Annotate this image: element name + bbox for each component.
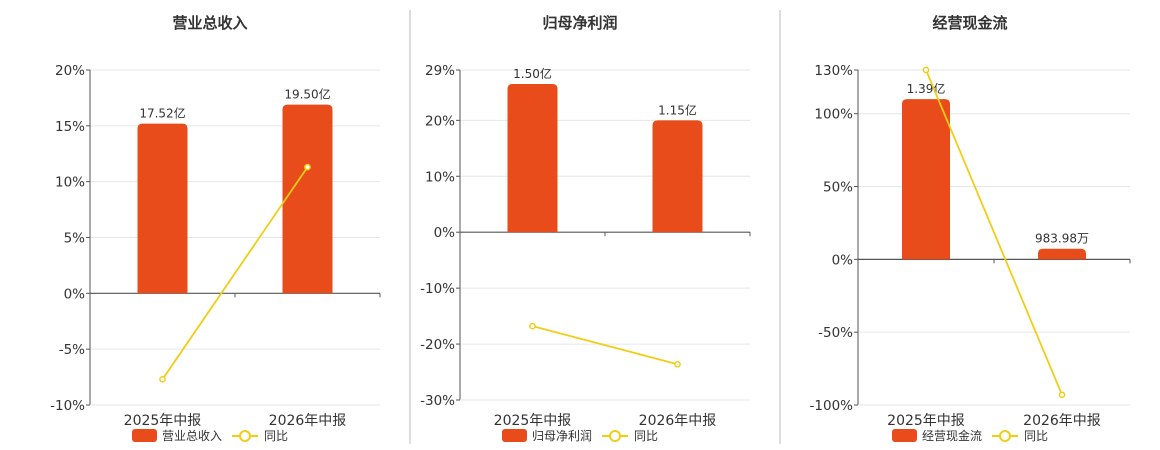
x-category-label: 2026年中报 bbox=[1023, 413, 1101, 429]
legend-bar-swatch bbox=[502, 429, 527, 442]
bar-data-label: 983.98万 bbox=[1035, 232, 1089, 246]
yoy-point bbox=[529, 322, 536, 330]
yoy-point bbox=[304, 163, 311, 171]
y-tick-label: 5% bbox=[64, 231, 86, 247]
y-tick-label: -5% bbox=[59, 342, 85, 358]
bar-data-label: 1.39亿 bbox=[907, 81, 946, 96]
legend-item: 归母净利润 bbox=[532, 429, 592, 443]
bar bbox=[507, 83, 558, 233]
y-tick-label: 10% bbox=[425, 169, 455, 185]
yoy-point bbox=[1058, 391, 1066, 399]
x-category-label: 2025年中报 bbox=[887, 413, 965, 429]
legend-item: 经营现金流 bbox=[922, 428, 982, 443]
y-tick-label: 29% bbox=[425, 63, 455, 79]
yoy-line bbox=[532, 325, 678, 366]
x-category-label: 2025年中报 bbox=[124, 413, 202, 429]
y-tick-label: 0% bbox=[64, 286, 86, 302]
chart-title: 经营现金流 bbox=[932, 14, 1007, 32]
chart-title: 营业总收入 bbox=[172, 14, 247, 32]
bar bbox=[282, 104, 333, 294]
y-tick-label: -100% bbox=[810, 398, 854, 414]
yoy-point bbox=[922, 66, 930, 74]
bar-data-label: 1.15亿 bbox=[658, 102, 697, 117]
y-tick-label: 20% bbox=[425, 113, 455, 129]
legend-item: 同比 bbox=[634, 429, 658, 443]
yoy-line bbox=[925, 69, 1063, 396]
chart-title: 归母净利润 bbox=[542, 14, 617, 32]
y-tick-label: 20% bbox=[55, 63, 85, 79]
y-tick-label: -30% bbox=[420, 393, 455, 409]
bar bbox=[137, 123, 188, 294]
y-tick-label: 0% bbox=[832, 252, 854, 268]
y-tick-label: 10% bbox=[55, 175, 85, 191]
legend-line-marker bbox=[239, 430, 251, 442]
yoy-line bbox=[161, 166, 309, 380]
legend-line-marker bbox=[999, 430, 1011, 442]
y-tick-label: -20% bbox=[420, 337, 455, 353]
y-tick-label: 100% bbox=[814, 107, 853, 123]
bar bbox=[902, 99, 950, 260]
legend-line-marker bbox=[609, 430, 621, 442]
legend-item: 营业总收入 bbox=[162, 429, 222, 443]
bar-data-label: 17.52亿 bbox=[139, 106, 185, 121]
y-tick-label: 15% bbox=[55, 119, 85, 135]
bar-data-label: 19.50亿 bbox=[284, 87, 330, 102]
yoy-point bbox=[159, 375, 166, 383]
x-category-label: 2025年中报 bbox=[494, 413, 572, 429]
legend-bar-swatch bbox=[892, 429, 917, 442]
y-tick-label: -10% bbox=[50, 398, 85, 414]
bar bbox=[652, 120, 703, 233]
y-tick-label: 0% bbox=[434, 225, 456, 241]
x-category-label: 2026年中报 bbox=[269, 413, 347, 429]
y-tick-label: 50% bbox=[823, 180, 853, 196]
y-tick-label: -10% bbox=[420, 281, 455, 297]
x-category-label: 2026年中报 bbox=[639, 413, 717, 429]
y-tick-label: 130% bbox=[814, 63, 853, 79]
legend-item: 同比 bbox=[264, 429, 288, 443]
bar bbox=[1038, 248, 1086, 260]
yoy-point bbox=[674, 360, 681, 368]
bar-data-label: 1.50亿 bbox=[513, 66, 552, 81]
legend-bar-swatch bbox=[132, 429, 157, 442]
y-tick-label: -50% bbox=[818, 325, 853, 341]
legend-item: 同比 bbox=[1024, 429, 1048, 443]
